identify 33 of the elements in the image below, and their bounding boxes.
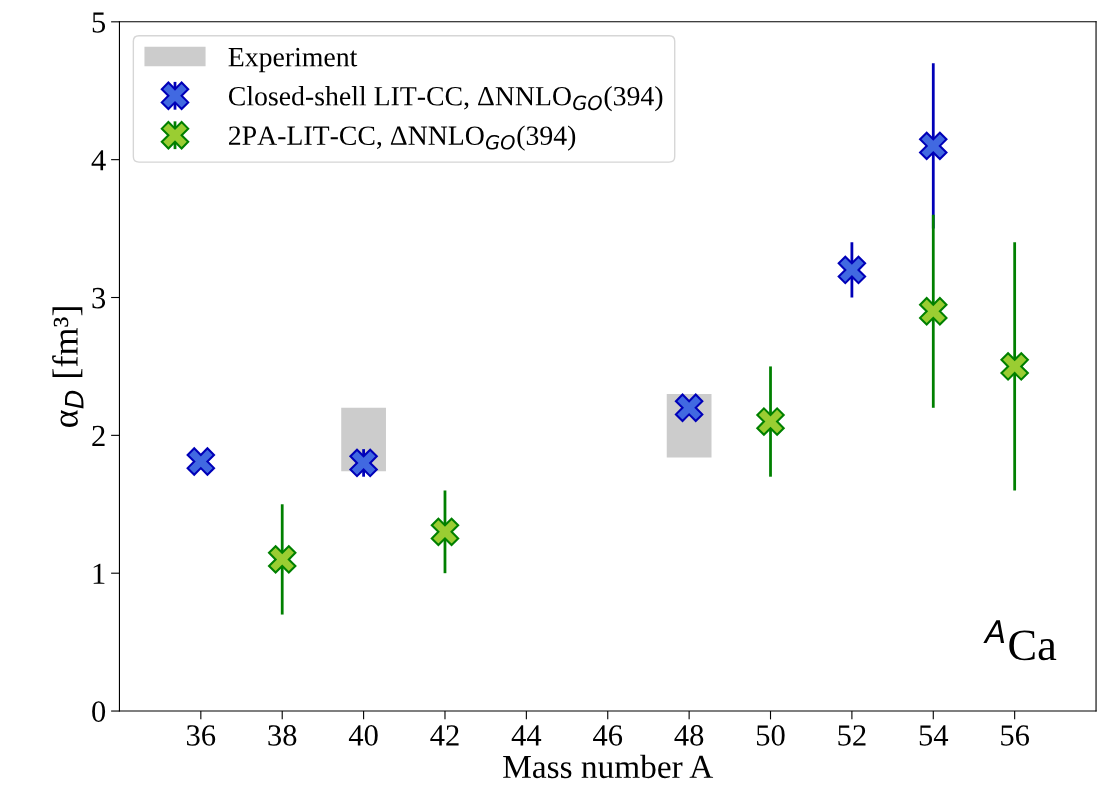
x-tick-label: 50	[757, 725, 785, 746]
point	[349, 448, 378, 478]
y-tick-label: 1	[93, 563, 105, 584]
point	[674, 393, 704, 423]
legend-label: 2PA-LIT-CC, ΔNNLO$_{GO}$(394)	[229, 125, 576, 151]
y-axis-title: α$_{D}$ [fm³]	[52, 307, 84, 427]
y-tick-label: 5	[92, 12, 106, 33]
point	[919, 131, 948, 161]
x-tick-label: 36	[187, 725, 216, 746]
point	[267, 545, 297, 574]
legend-label: Closed-shell LIT-CC, ΔNNLO$_{GO}$(394)	[228, 86, 663, 112]
x-tick-label: 56	[1001, 725, 1030, 746]
point	[919, 297, 948, 326]
x-tick-label: 54	[919, 725, 949, 746]
point	[837, 255, 867, 285]
x-tick-label: 48	[674, 725, 704, 746]
point	[1000, 352, 1029, 381]
annotation: $^{A}$Ca	[983, 620, 1057, 661]
legend-label: Experiment	[228, 47, 358, 73]
x-tick-label: 42	[430, 725, 459, 746]
y-tick-label: 4	[91, 150, 106, 171]
x-tick-label: 52	[838, 725, 866, 746]
x-tick-label: 38	[268, 725, 297, 746]
y-tick-label: 3	[92, 287, 106, 309]
x-tick-label: 44	[511, 725, 542, 746]
point	[430, 517, 460, 547]
x-tick-label: 40	[348, 725, 378, 746]
point	[186, 447, 216, 476]
point	[756, 407, 785, 436]
x-tick-label: 46	[593, 725, 623, 746]
y-tick-label: 0	[92, 701, 106, 722]
y-tick-label: 2	[92, 425, 105, 446]
x-axis-title: Mass number A	[503, 754, 714, 779]
